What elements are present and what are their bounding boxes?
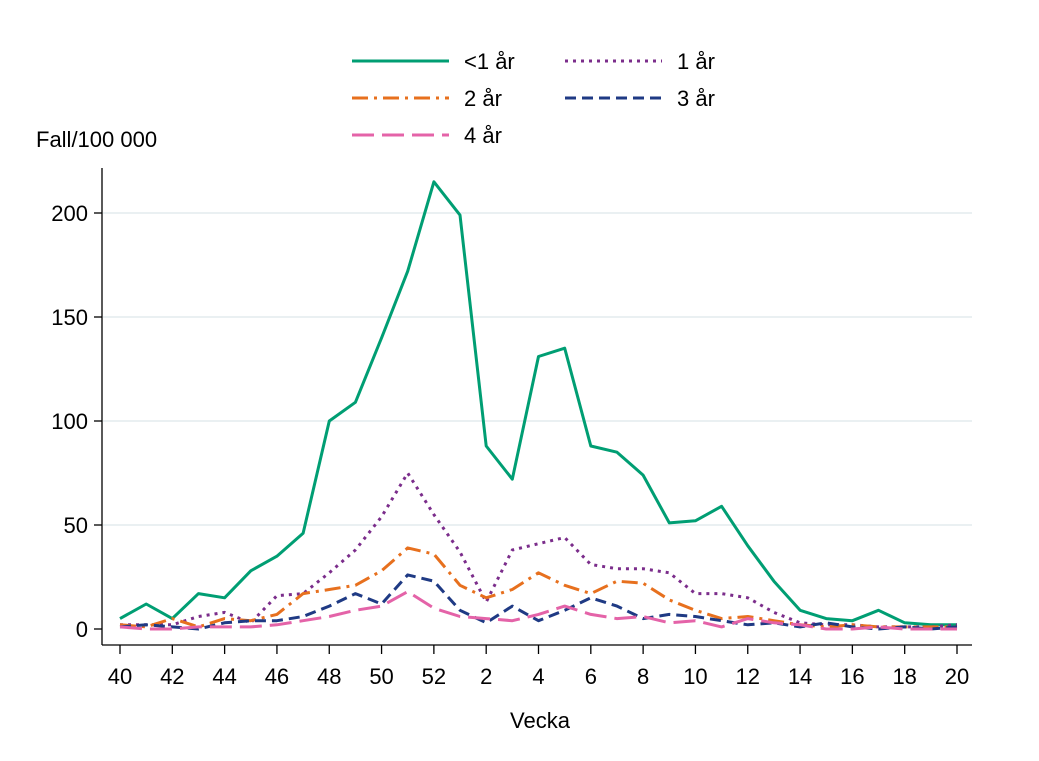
series-lines [119, 180, 958, 631]
x-tick-label: 44 [212, 664, 236, 689]
legend-label: <1 år [464, 49, 515, 74]
series-line [120, 471, 958, 629]
x-tick-label: 14 [788, 664, 812, 689]
x-tick-label: 48 [317, 664, 341, 689]
x-tick-label: 42 [160, 664, 184, 689]
axes [101, 168, 972, 646]
x-tick-label: 40 [108, 664, 132, 689]
series-line [119, 590, 957, 631]
legend: <1 år 1 år 2 år 3 år 4 år [352, 49, 715, 148]
y-axis-label: Fall/100 000 [36, 127, 157, 152]
x-tick-label: 10 [683, 664, 707, 689]
y-tick-label: 100 [51, 409, 88, 434]
x-tick-label: 18 [892, 664, 916, 689]
x-axis-label: Vecka [510, 708, 571, 733]
y-tick-label: 200 [51, 201, 88, 226]
legend-label: 1 år [677, 49, 715, 74]
y-tick-label: 50 [64, 513, 88, 538]
x-tick-label: 50 [369, 664, 393, 689]
legend-label: 2 år [464, 86, 502, 111]
y-ticks: 0 50 100 150 200 [51, 201, 102, 642]
x-tick-label: 46 [265, 664, 289, 689]
grid-lines [103, 212, 972, 526]
series-line [119, 180, 957, 627]
y-tick-label: 0 [76, 617, 88, 642]
series-line [119, 573, 958, 631]
x-tick-label: 16 [840, 664, 864, 689]
x-tick-label: 20 [945, 664, 969, 689]
x-tick-label: 6 [585, 664, 597, 689]
x-tick-label: 4 [532, 664, 544, 689]
x-tick-label: 8 [637, 664, 649, 689]
x-tick-label: 12 [736, 664, 760, 689]
series-line [119, 546, 957, 629]
x-tick-label: 2 [480, 664, 492, 689]
y-tick-label: 150 [51, 305, 88, 330]
legend-label: 4 år [464, 123, 502, 148]
x-tick-label: 52 [422, 664, 446, 689]
x-ticks: 40 42 44 46 48 50 52 2 4 6 8 10 12 14 16 18 20 [108, 645, 969, 689]
legend-label: 3 år [677, 86, 715, 111]
